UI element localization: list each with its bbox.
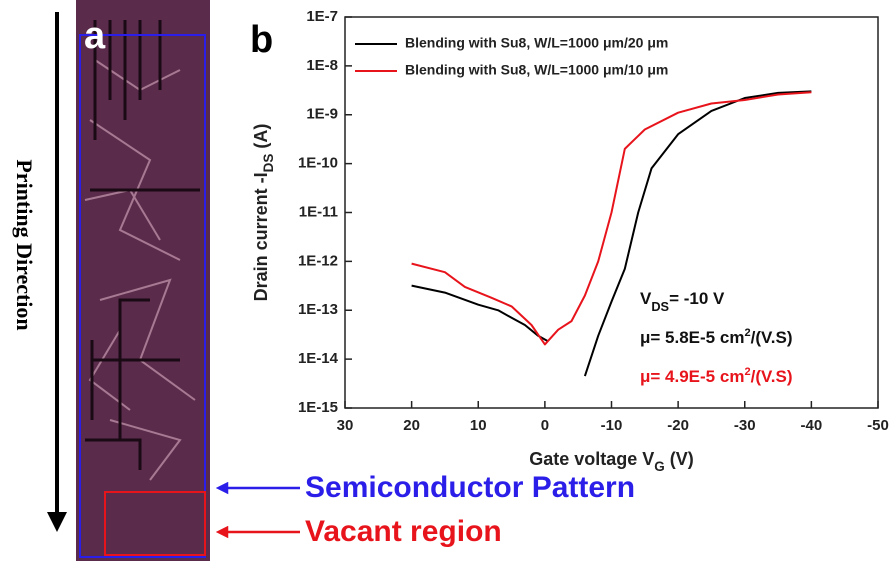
annotation: VDS= -10 V <box>640 289 725 313</box>
text-part: μ= 4.9E-5 cm <box>640 367 744 386</box>
y-tick-label: 1E-7 <box>306 8 338 25</box>
direction-label: Printing Direction <box>12 159 37 330</box>
y-tick-label: 1E-13 <box>298 301 338 318</box>
text-part: 2 <box>744 327 750 339</box>
x-tick-label: 20 <box>403 417 420 434</box>
annotation: μ= 5.8E-5 cm2/(V.S) <box>640 327 792 348</box>
y-tick-label: 1E-10 <box>298 155 338 172</box>
x-tick-label: -20 <box>667 417 689 434</box>
x-tick-label: -40 <box>801 417 823 434</box>
annotation: μ= 4.9E-5 cm2/(V.S) <box>640 366 792 387</box>
text-part: (A) <box>251 124 271 154</box>
y-axis-title: Drain current -IDS (A) <box>251 124 276 302</box>
x-tick-label: 10 <box>470 417 487 434</box>
y-tick-label: 1E-14 <box>298 350 339 367</box>
y-tick-label: 1E-8 <box>306 57 338 74</box>
x-tick-label: -10 <box>601 417 623 434</box>
text-part: DS <box>651 299 669 314</box>
legend-label: Blending with Su8, W/L=1000 μm/10 μm <box>405 62 668 78</box>
x-axis-title: Gate voltage VG (V) <box>529 449 694 474</box>
series-line <box>411 91 812 346</box>
text-part: Drain current -I <box>251 172 271 301</box>
y-tick-label: 1E-12 <box>298 252 338 269</box>
x-tick-label: 0 <box>541 417 549 434</box>
text-part: Gate voltage V <box>529 449 654 469</box>
vacant-label: Vacant region <box>305 515 502 548</box>
panel-label: a <box>84 15 106 57</box>
legend-label: Blending with Su8, W/L=1000 μm/20 μm <box>405 35 668 51</box>
text-part: G <box>654 459 665 474</box>
text-part: (V) <box>665 449 694 469</box>
x-tick-label: -50 <box>867 417 889 434</box>
panel-label: b <box>250 19 273 61</box>
text-part: V <box>640 289 652 308</box>
y-tick-label: 1E-11 <box>299 203 338 220</box>
text-part: /(V.S) <box>751 328 793 347</box>
y-tick-label: 1E-15 <box>298 399 338 416</box>
text-part: = -10 V <box>669 289 725 308</box>
x-tick-label: -30 <box>734 417 756 434</box>
text-part: μ= 5.8E-5 cm <box>640 328 744 347</box>
text-part: DS <box>261 154 276 173</box>
micrograph <box>76 0 210 561</box>
pattern-label: Semiconductor Pattern <box>305 471 635 504</box>
series-line <box>411 90 812 377</box>
text-part: /(V.S) <box>751 367 793 386</box>
x-tick-label: 30 <box>337 417 354 434</box>
text-part: 2 <box>744 366 750 378</box>
y-tick-label: 1E-9 <box>306 106 338 123</box>
